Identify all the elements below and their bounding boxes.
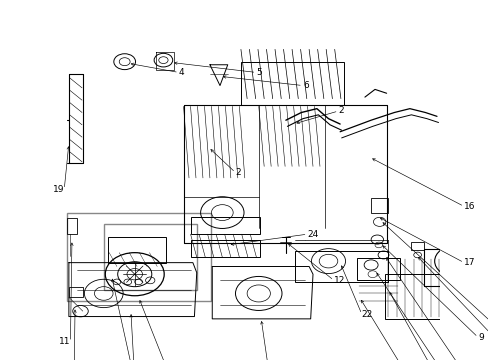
Bar bbox=[356, 258, 399, 280]
Bar bbox=[107, 237, 165, 263]
Text: 5: 5 bbox=[256, 68, 262, 77]
Bar bbox=[410, 242, 423, 249]
Text: 22: 22 bbox=[361, 310, 372, 319]
Text: 16: 16 bbox=[463, 202, 475, 211]
Text: 2: 2 bbox=[235, 168, 241, 177]
Text: 11: 11 bbox=[59, 337, 70, 346]
Bar bbox=[241, 62, 343, 105]
Text: 19: 19 bbox=[53, 185, 64, 194]
Bar bbox=[67, 213, 210, 301]
Bar bbox=[190, 217, 260, 234]
Bar bbox=[384, 274, 485, 319]
Bar bbox=[190, 240, 260, 257]
Bar bbox=[66, 218, 77, 234]
Bar bbox=[69, 287, 82, 297]
Text: 24: 24 bbox=[307, 230, 318, 239]
Bar bbox=[103, 224, 196, 289]
Text: 4: 4 bbox=[179, 68, 184, 77]
Text: 17: 17 bbox=[463, 258, 475, 267]
Bar bbox=[423, 249, 488, 286]
Text: 6: 6 bbox=[302, 81, 308, 90]
Text: 2: 2 bbox=[338, 107, 344, 116]
Text: 9: 9 bbox=[477, 333, 483, 342]
Bar bbox=[295, 251, 387, 282]
Text: 12: 12 bbox=[333, 276, 345, 285]
Bar bbox=[370, 198, 387, 213]
